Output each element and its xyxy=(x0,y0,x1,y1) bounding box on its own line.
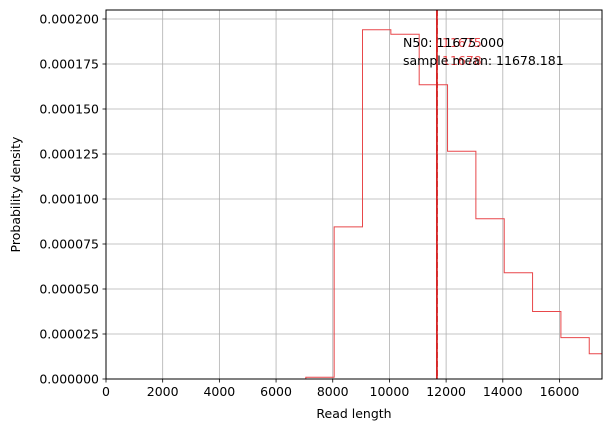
x-tick-label: 14000 xyxy=(483,384,523,399)
histogram-bin xyxy=(419,85,447,379)
x-axis-label: Read length xyxy=(316,406,391,421)
grid xyxy=(106,10,602,379)
x-tick-label: 2000 xyxy=(147,384,179,399)
histogram xyxy=(106,29,602,380)
histogram-bin xyxy=(363,30,391,379)
plot-frame xyxy=(105,9,603,380)
y-tick-label: 0.000100 xyxy=(39,192,99,207)
histogram-bin xyxy=(589,354,602,379)
histogram-bin xyxy=(448,151,476,379)
y-tick-label: 0.000050 xyxy=(39,282,99,297)
y-axis-label: Probability density xyxy=(8,136,23,252)
mean-value-label: 11678 xyxy=(442,53,482,68)
y-tick-label: 0.000000 xyxy=(39,372,99,387)
x-tick-label: 10000 xyxy=(370,384,410,399)
x-axis: 0 2000 4000 6000 8000 10000 12000 14000 16000 xyxy=(102,379,579,399)
x-tick-label: 16000 xyxy=(540,384,580,399)
n50-value-label: 11675 xyxy=(442,35,482,50)
histogram-bin xyxy=(476,219,504,379)
y-axis: 0.000000 0.000025 0.000050 0.000075 0.000100… xyxy=(39,12,106,387)
x-tick-label: 8000 xyxy=(317,384,349,399)
histogram-bin xyxy=(561,338,589,379)
histogram-bin xyxy=(533,312,561,380)
histogram-step-line xyxy=(106,29,602,380)
annotation-sample-mean: sample mean: 11678.181 xyxy=(403,53,564,68)
y-tick-label: 0.000150 xyxy=(39,102,99,117)
x-tick-label: 6000 xyxy=(260,384,292,399)
x-tick-label: 0 xyxy=(102,384,110,399)
overlap-labels: 11675 11678 xyxy=(442,35,482,68)
y-tick-label: 0.000075 xyxy=(39,237,99,252)
y-tick-label: 0.000125 xyxy=(39,147,99,162)
y-tick-label: 0.000025 xyxy=(39,327,99,342)
x-tick-label: 4000 xyxy=(203,384,235,399)
y-tick-label: 0.000175 xyxy=(39,57,99,72)
histogram-bin xyxy=(334,227,362,379)
x-tick-label: 12000 xyxy=(426,384,466,399)
annotation-n50: N50: 11675.000 xyxy=(403,35,504,50)
histogram-bin xyxy=(391,34,419,379)
y-tick-label: 0.000200 xyxy=(39,12,99,27)
